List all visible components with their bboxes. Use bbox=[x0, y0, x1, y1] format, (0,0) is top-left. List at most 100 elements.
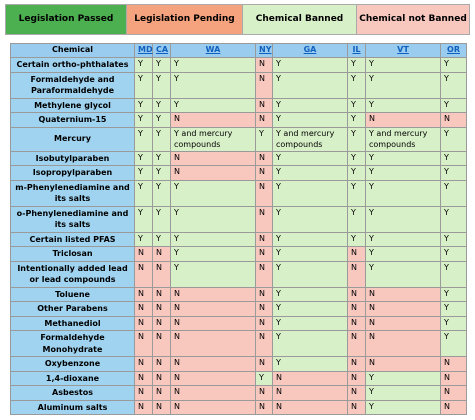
status-cell: Y bbox=[347, 57, 366, 73]
status-cell: N bbox=[347, 370, 366, 386]
status-cell: Y bbox=[272, 112, 348, 128]
header-cell: GA bbox=[272, 43, 348, 58]
status-cell: Y bbox=[440, 165, 467, 181]
status-cell: N bbox=[365, 286, 441, 302]
status-cell: N bbox=[440, 112, 467, 128]
table-row: Aluminum salts N N N N N N Y N bbox=[10, 399, 467, 415]
status-cell: N bbox=[347, 301, 366, 317]
status-cell: Y bbox=[272, 179, 348, 207]
status-cell: Y bbox=[365, 231, 441, 247]
status-cell: N bbox=[440, 356, 467, 372]
status-cell: Y bbox=[365, 57, 441, 73]
status-cell: N bbox=[347, 315, 366, 331]
chemical-name: Oxybenzone bbox=[10, 356, 135, 372]
state-link[interactable]: NY bbox=[259, 45, 272, 54]
header-cell: Chemical bbox=[10, 43, 135, 58]
status-cell: N bbox=[134, 286, 153, 302]
status-cell: N bbox=[134, 301, 153, 317]
status-cell: N bbox=[255, 356, 273, 372]
status-cell: N bbox=[255, 71, 273, 99]
status-cell: Y and mercury compounds bbox=[170, 126, 256, 152]
status-cell: Y bbox=[152, 57, 171, 73]
chemical-name: Methanediol bbox=[10, 315, 135, 331]
status-cell: N bbox=[170, 330, 256, 357]
status-cell: Y bbox=[170, 57, 256, 73]
chemical-name: Formaldehyde and Paraformaldehyde bbox=[10, 71, 135, 99]
chemical-name: Intentionally added lead or lead compoun… bbox=[10, 260, 135, 288]
status-cell: Y bbox=[365, 370, 441, 386]
status-cell: N bbox=[170, 370, 256, 386]
status-cell: Y bbox=[134, 97, 153, 113]
status-cell: N bbox=[170, 301, 256, 317]
status-cell: N bbox=[255, 112, 273, 128]
status-cell: N bbox=[272, 370, 348, 386]
header-cell: OR bbox=[440, 43, 467, 58]
status-cell: Y bbox=[347, 112, 366, 128]
state-link[interactable]: CA bbox=[156, 45, 169, 54]
status-cell: N bbox=[152, 356, 171, 372]
table-row: Formaldehyde Monohydrate N N N N Y N N Y bbox=[10, 330, 467, 357]
status-cell: N bbox=[170, 385, 256, 401]
status-cell: N bbox=[170, 112, 256, 128]
state-link[interactable]: MD bbox=[138, 45, 153, 54]
status-cell: N bbox=[255, 150, 273, 166]
status-cell: Y bbox=[347, 71, 366, 99]
table-row: Isobutylparaben Y Y N N Y Y Y Y bbox=[10, 150, 467, 166]
status-cell: Y bbox=[152, 179, 171, 207]
status-cell: Y bbox=[272, 150, 348, 166]
status-cell: Y bbox=[170, 179, 256, 207]
status-cell: Y bbox=[255, 126, 273, 152]
status-cell: Y bbox=[272, 330, 348, 357]
status-cell: N bbox=[134, 370, 153, 386]
table-row: Asbestos N N N N N N Y N bbox=[10, 385, 467, 401]
status-cell: N bbox=[255, 385, 273, 401]
status-cell: Y bbox=[347, 150, 366, 166]
status-cell: N bbox=[170, 399, 256, 415]
legend-banned: Chemical Banned bbox=[243, 5, 357, 34]
status-cell: Y bbox=[365, 246, 441, 262]
status-cell: Y bbox=[152, 97, 171, 113]
status-cell: Y bbox=[272, 165, 348, 181]
status-cell: Y bbox=[134, 150, 153, 166]
chemical-name: Methylene glycol bbox=[10, 97, 135, 113]
header-cell: CA bbox=[152, 43, 171, 58]
status-cell: N bbox=[170, 165, 256, 181]
status-cell: N bbox=[440, 370, 467, 386]
status-cell: N bbox=[255, 286, 273, 302]
status-cell: Y bbox=[272, 97, 348, 113]
status-cell: Y bbox=[152, 150, 171, 166]
status-cell: Y bbox=[347, 205, 366, 233]
state-link[interactable]: WA bbox=[205, 45, 221, 54]
status-cell: Y bbox=[272, 301, 348, 317]
chemical-name: Toluene bbox=[10, 286, 135, 302]
status-cell: N bbox=[365, 330, 441, 357]
table-row: Methylene glycol Y Y Y N Y Y Y Y bbox=[10, 97, 467, 113]
status-cell: Y bbox=[170, 71, 256, 99]
status-cell: Y bbox=[365, 71, 441, 99]
status-cell: Y bbox=[255, 370, 273, 386]
status-cell: N bbox=[255, 205, 273, 233]
state-link[interactable]: GA bbox=[303, 45, 317, 54]
status-cell: Y bbox=[134, 165, 153, 181]
status-cell: Y bbox=[365, 205, 441, 233]
chemical-name: Aluminum salts bbox=[10, 399, 135, 415]
status-cell: N bbox=[255, 57, 273, 73]
state-link[interactable]: VT bbox=[397, 45, 409, 54]
status-cell: N bbox=[255, 165, 273, 181]
table-row: Oxybenzone N N N N Y N N N bbox=[10, 356, 467, 372]
status-cell: Y bbox=[440, 246, 467, 262]
status-cell: N bbox=[255, 97, 273, 113]
state-link[interactable]: OR bbox=[447, 45, 460, 54]
header-cell: MD bbox=[134, 43, 153, 58]
status-cell: N bbox=[170, 150, 256, 166]
status-cell: N bbox=[365, 301, 441, 317]
chemical-name: Formaldehyde Monohydrate bbox=[10, 330, 135, 357]
status-cell: N bbox=[152, 370, 171, 386]
status-cell: N bbox=[365, 356, 441, 372]
state-link[interactable]: IL bbox=[352, 45, 361, 54]
status-cell: N bbox=[170, 356, 256, 372]
chemical-name: Isobutylparaben bbox=[10, 150, 135, 166]
status-cell: N bbox=[272, 399, 348, 415]
chemical-name: Asbestos bbox=[10, 385, 135, 401]
